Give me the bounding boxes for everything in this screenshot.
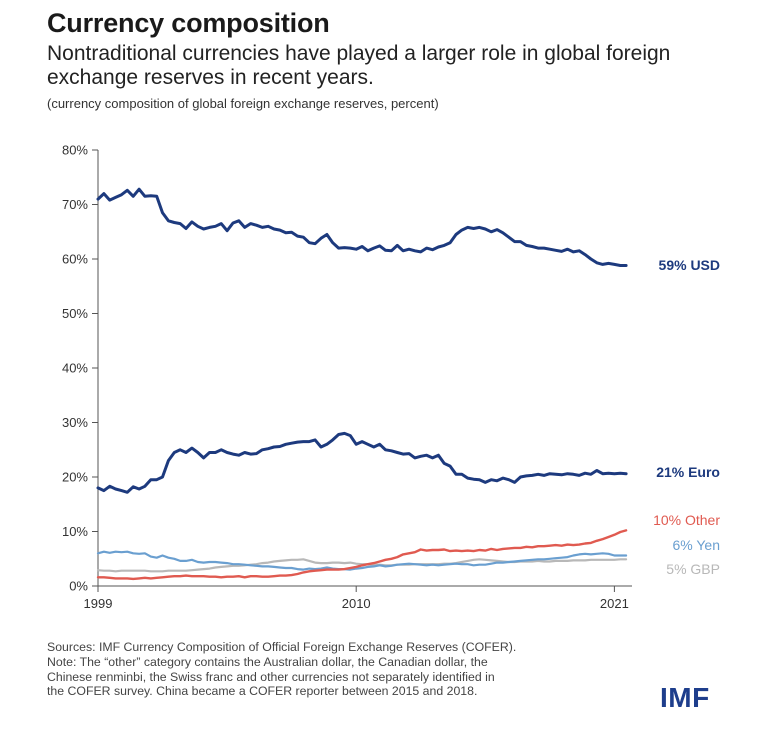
series-line-other xyxy=(96,529,628,581)
x-tick-label: 2021 xyxy=(600,596,629,611)
series-line-usd xyxy=(96,187,628,267)
notes-line-4: the COFER survey. China became a COFER r… xyxy=(47,684,478,699)
series-line-euro xyxy=(96,431,628,494)
series-label-usd: 59% USD xyxy=(659,257,720,273)
y-tick-label: 70% xyxy=(62,197,88,212)
notes-line-3: Chinese renminbi, the Swiss franc and ot… xyxy=(47,669,495,684)
series-line-yen xyxy=(96,550,628,571)
y-tick-label: 10% xyxy=(62,524,88,539)
notes-line-2: Note: The “other” category contains the … xyxy=(47,654,488,669)
y-tick-label: 20% xyxy=(62,470,88,485)
series-label-other: 10% Other xyxy=(653,512,720,528)
source-notes: Sources: IMF Currency Composition of Off… xyxy=(47,640,647,699)
y-tick-label: 0% xyxy=(69,579,88,594)
series-label-yen: 6% Yen xyxy=(673,537,721,553)
notes-line-1: Sources: IMF Currency Composition of Off… xyxy=(47,640,517,654)
y-tick-label: 80% xyxy=(62,143,88,158)
x-tick-label: 2010 xyxy=(342,596,371,611)
y-tick-label: 50% xyxy=(62,306,88,321)
series-label-gbp: 5% GBP xyxy=(666,561,720,577)
x-tick-label: 1999 xyxy=(84,596,113,611)
series-label-euro: 21% Euro xyxy=(656,464,720,480)
chart-units-note: (currency composition of global foreign … xyxy=(47,96,439,111)
chart-subtitle: Nontraditional currencies have played a … xyxy=(47,42,671,89)
chart-title: Currency composition xyxy=(47,8,330,38)
y-tick-label: 40% xyxy=(62,361,88,376)
imf-logo: IMF xyxy=(660,682,710,713)
y-tick-label: 60% xyxy=(62,252,88,267)
y-tick-label: 30% xyxy=(62,415,88,430)
